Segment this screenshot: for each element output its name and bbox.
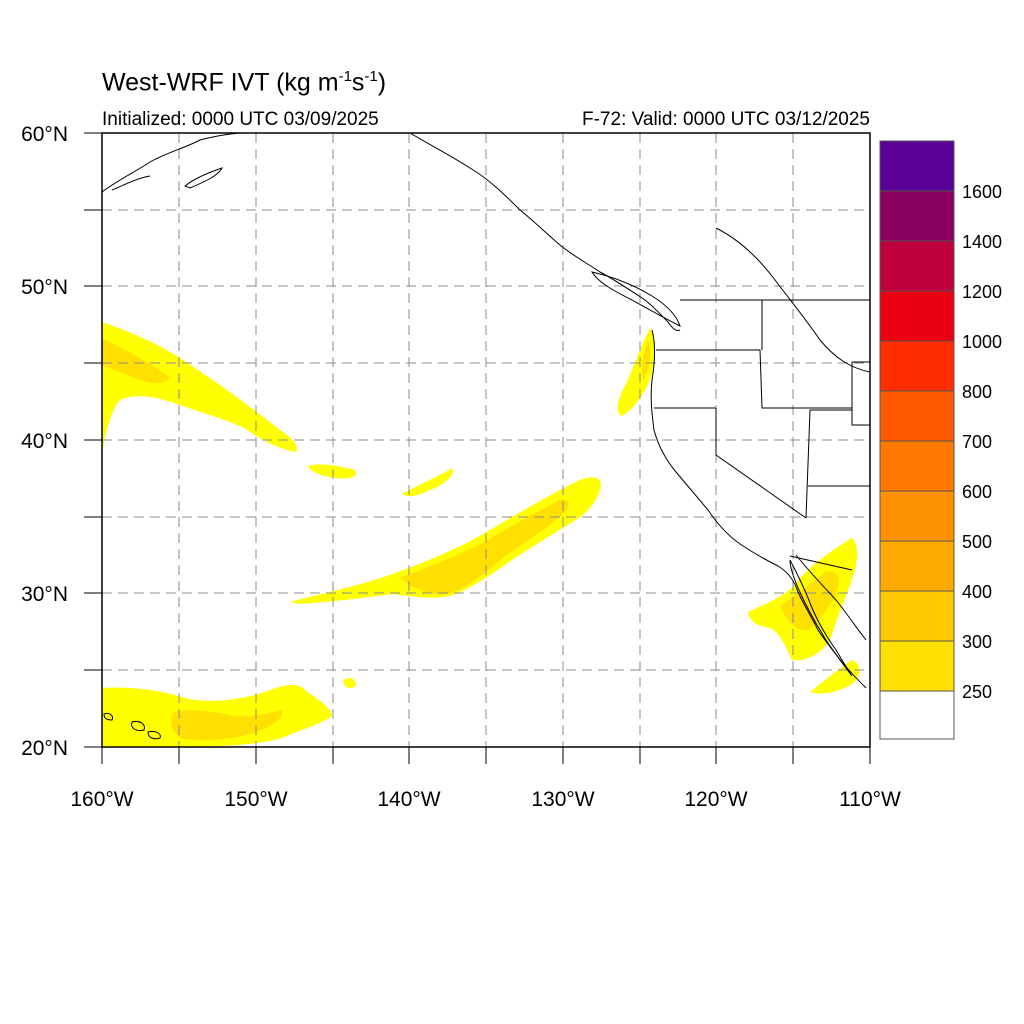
cb-label-400: 400 (962, 582, 992, 602)
hawaii-oahu (103, 713, 113, 721)
cb-label-300: 300 (962, 632, 992, 652)
ivt-region-gulf-california (810, 660, 860, 694)
lon-label-110w: 110°W (839, 788, 901, 811)
cb-box-white (879, 690, 955, 740)
ivt-region-central-ar-core (400, 499, 569, 595)
cb-label-700: 700 (962, 432, 992, 452)
lat-label-50n: 50°N (21, 276, 68, 299)
ivt-shading (102, 322, 860, 747)
ivt-patch-c (343, 678, 356, 688)
lat-label-60n: 60°N (21, 123, 68, 146)
lon-label-160w: 160°W (70, 788, 133, 811)
cb-label-1200: 1200 (962, 282, 1002, 302)
cb-box-600 (879, 440, 955, 492)
tick-marks (84, 132, 871, 764)
lat-label-20n: 20°N (21, 737, 68, 760)
border-wy (851, 361, 870, 426)
cb-box-1000 (879, 290, 955, 342)
lon-label-140w: 140°W (377, 788, 440, 811)
ivt-region-north-pacific (102, 322, 298, 455)
valid-time-label: F-72: Valid: 0000 UTC 03/12/2025 (582, 109, 870, 130)
hawaii-maui (147, 731, 161, 740)
lon-label-130w: 130°W (531, 788, 594, 811)
ivt-region-north-pacific-core (102, 338, 170, 384)
alaska-coast (102, 133, 241, 193)
cb-box-1200 (879, 240, 955, 292)
west-coast-us (650, 329, 867, 689)
cb-box-500 (879, 490, 955, 542)
lon-label-120w: 120°W (684, 788, 747, 811)
alaska-coast-2 (111, 175, 151, 191)
cb-label-1000: 1000 (962, 332, 1002, 352)
cb-box-1400 (879, 190, 955, 242)
ivt-patch-b (402, 468, 453, 497)
vancouver-island (590, 271, 681, 327)
cb-label-500: 500 (962, 532, 992, 552)
ivt-patch-a (308, 464, 357, 479)
cb-label-250: 250 (962, 682, 992, 702)
baja-peninsula (789, 559, 853, 677)
graticule (102, 133, 870, 747)
colorbar: 1600 1400 1200 1000 800 700 600 500 400 … (879, 140, 1002, 740)
hawaii-big-island (131, 721, 145, 731)
se-alaska-bc-coast (409, 133, 681, 331)
cb-label-1400: 1400 (962, 232, 1002, 252)
border-wa-or (656, 349, 852, 409)
lat-axis-labels: 60°N 50°N 40°N 30°N 20°N (21, 123, 68, 760)
cb-box-800 (879, 340, 955, 392)
cb-box-700 (879, 390, 955, 442)
ivt-region-hawaii-core (170, 710, 283, 741)
border-nv (715, 408, 807, 519)
lat-label-40n: 40°N (21, 430, 68, 453)
coastlines (102, 133, 867, 740)
cb-box-250 (879, 640, 955, 692)
cb-label-800: 800 (962, 382, 992, 402)
cb-box-300 (879, 590, 955, 642)
lat-label-30n: 30°N (21, 583, 68, 606)
lon-axis-labels: 160°W 150°W 140°W 130°W 120°W 110°W (70, 788, 901, 811)
cb-label-600: 600 (962, 482, 992, 502)
political-borders (654, 227, 870, 571)
border-us-mexico (789, 555, 853, 571)
cb-box-1600-plus (879, 140, 955, 192)
cb-box-400 (879, 540, 955, 592)
mexico-mainland (795, 554, 867, 641)
map-title: West-WRF IVT (kg m-1s-1) (102, 68, 387, 97)
lon-label-150w: 150°W (224, 788, 287, 811)
initialized-label: Initialized: 0000 UTC 03/09/2025 (102, 109, 379, 130)
border-az (805, 409, 852, 519)
kodiak-coast (184, 167, 223, 189)
cb-label-1600: 1600 (962, 182, 1002, 202)
canadian-rockies-border (715, 227, 870, 373)
ivt-region-oregon-coast-core (641, 340, 651, 380)
ivt-region-oregon-coast (617, 328, 655, 416)
